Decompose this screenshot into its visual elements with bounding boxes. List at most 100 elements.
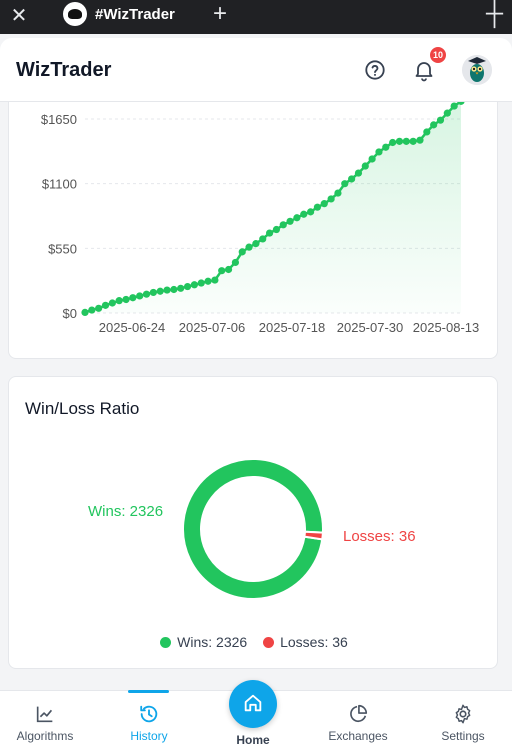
x-tick-label: 2025-08-13 bbox=[413, 320, 480, 335]
equity-point[interactable] bbox=[436, 116, 445, 124]
equity-point[interactable] bbox=[293, 214, 301, 222]
equity-point[interactable] bbox=[177, 284, 185, 292]
equity-point[interactable] bbox=[170, 285, 178, 294]
equity-point[interactable] bbox=[197, 279, 205, 287]
equity-point[interactable] bbox=[252, 240, 260, 248]
equity-point[interactable] bbox=[320, 200, 328, 208]
equity-point[interactable] bbox=[101, 301, 110, 309]
equity-point[interactable] bbox=[163, 286, 171, 294]
losses-callout: Losses: 36 bbox=[343, 528, 416, 545]
legend-wins[interactable]: Wins: 2326 bbox=[160, 634, 247, 650]
equity-point[interactable] bbox=[218, 267, 226, 275]
equity-point[interactable] bbox=[368, 155, 376, 163]
corner-icon[interactable]: ┼ bbox=[486, 0, 504, 27]
wins-slice[interactable] bbox=[183, 459, 323, 599]
equity-point[interactable] bbox=[231, 258, 239, 267]
equity-point[interactable] bbox=[430, 121, 438, 129]
equity-point[interactable] bbox=[279, 221, 287, 229]
equity-point[interactable] bbox=[348, 175, 356, 183]
equity-point[interactable] bbox=[450, 102, 458, 110]
win-loss-donut bbox=[183, 459, 323, 599]
equity-point[interactable] bbox=[259, 235, 267, 243]
equity-point[interactable] bbox=[402, 137, 410, 145]
nav-history-label: History bbox=[130, 729, 168, 743]
equity-point[interactable] bbox=[382, 143, 390, 151]
active-tab-indicator bbox=[128, 690, 169, 693]
equity-point[interactable] bbox=[245, 243, 253, 251]
equity-point[interactable] bbox=[416, 136, 424, 144]
home-icon bbox=[244, 694, 262, 712]
losses-slice[interactable] bbox=[303, 530, 323, 541]
win-loss-legend: Wins: 2326 Losses: 36 bbox=[9, 634, 499, 650]
avatar[interactable] bbox=[462, 55, 492, 85]
gear-icon bbox=[455, 704, 471, 724]
win-loss-title: Win/Loss Ratio bbox=[25, 399, 140, 418]
nav-settings-label: Settings bbox=[441, 729, 485, 743]
equity-point[interactable] bbox=[361, 162, 369, 170]
nav-algorithms-label: Algorithms bbox=[16, 729, 74, 743]
home-button[interactable] bbox=[229, 680, 277, 728]
pie-chart-icon bbox=[350, 704, 368, 723]
equity-point[interactable] bbox=[334, 189, 342, 197]
y-tick-label: $550 bbox=[48, 241, 77, 256]
equity-point[interactable] bbox=[375, 148, 383, 156]
equity-point[interactable] bbox=[190, 281, 198, 289]
equity-point[interactable] bbox=[88, 306, 96, 314]
help-circle-icon[interactable] bbox=[364, 59, 386, 81]
chart-line-icon bbox=[36, 706, 53, 723]
equity-point[interactable] bbox=[95, 304, 103, 312]
equity-point[interactable] bbox=[265, 229, 274, 237]
equity-point[interactable] bbox=[443, 109, 451, 117]
legend-wins-label: Wins: 2326 bbox=[177, 634, 248, 650]
notification-badge: 10 bbox=[430, 47, 446, 63]
equity-point[interactable] bbox=[149, 288, 157, 297]
equity-point[interactable] bbox=[156, 287, 164, 295]
equity-point[interactable] bbox=[354, 169, 363, 177]
x-tick-label: 2025-07-06 bbox=[179, 320, 246, 335]
equity-point[interactable] bbox=[211, 276, 219, 284]
nav-settings[interactable]: Settings bbox=[418, 691, 508, 746]
equity-point[interactable] bbox=[423, 128, 431, 136]
y-tick-label: $1100 bbox=[42, 177, 77, 192]
equity-point[interactable] bbox=[115, 297, 123, 305]
nav-algorithms[interactable]: Algorithms bbox=[0, 691, 90, 746]
equity-point[interactable] bbox=[300, 210, 308, 218]
equity-point[interactable] bbox=[395, 137, 404, 145]
close-icon[interactable]: ✕ bbox=[10, 5, 28, 27]
plus-icon[interactable]: + bbox=[213, 0, 228, 27]
equity-point[interactable] bbox=[238, 248, 246, 256]
legend-wins-swatch bbox=[160, 637, 172, 648]
nav-history[interactable]: History bbox=[104, 691, 194, 746]
legend-losses[interactable]: Losses: 36 bbox=[263, 634, 348, 650]
equity-point[interactable] bbox=[122, 295, 130, 304]
equity-point[interactable] bbox=[142, 290, 151, 298]
x-tick-label: 2025-06-24 bbox=[99, 320, 166, 335]
win-loss-card: Win/Loss Ratio Wins: 2326 Losses: 36 Win… bbox=[8, 376, 498, 669]
history-icon bbox=[140, 705, 158, 723]
equity-point[interactable] bbox=[204, 277, 212, 285]
equity-point[interactable] bbox=[409, 137, 417, 145]
equity-point[interactable] bbox=[341, 180, 349, 188]
nav-home-label: Home bbox=[236, 733, 270, 746]
equity-point[interactable] bbox=[307, 208, 315, 216]
equity-point[interactable] bbox=[272, 225, 281, 234]
equity-area bbox=[85, 101, 461, 314]
equity-point[interactable] bbox=[136, 292, 144, 300]
y-tick-label: $0 bbox=[63, 306, 77, 321]
equity-point[interactable] bbox=[183, 282, 192, 291]
x-tick-label: 2025-07-30 bbox=[337, 320, 404, 335]
nav-exchanges-label: Exchanges bbox=[328, 729, 388, 743]
equity-point[interactable] bbox=[108, 299, 116, 307]
nav-exchanges[interactable]: Exchanges bbox=[313, 691, 403, 746]
equity-point[interactable] bbox=[327, 195, 335, 203]
bell-icon[interactable] bbox=[412, 58, 436, 82]
tab-title[interactable]: #WizTrader bbox=[95, 6, 175, 23]
equity-point[interactable] bbox=[81, 308, 89, 317]
equity-point[interactable] bbox=[389, 138, 397, 147]
equity-point[interactable] bbox=[286, 217, 294, 225]
y-tick-label: $1650 bbox=[41, 112, 77, 127]
equity-point[interactable] bbox=[313, 203, 322, 211]
app-header: WizTrader 10 bbox=[0, 38, 512, 102]
equity-point[interactable] bbox=[129, 294, 137, 302]
equity-point[interactable] bbox=[224, 265, 233, 274]
